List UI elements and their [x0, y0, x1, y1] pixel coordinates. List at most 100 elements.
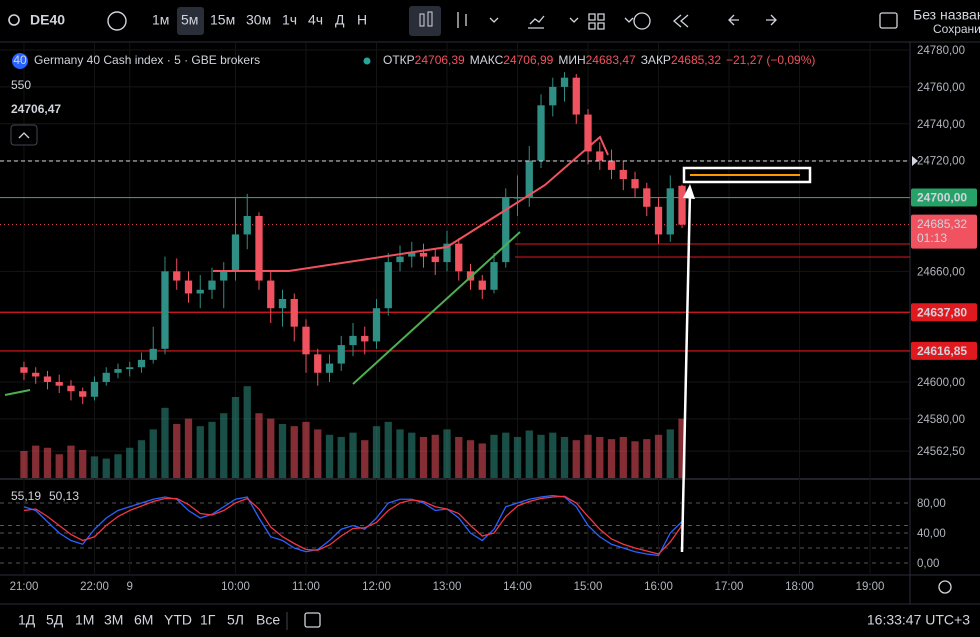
candle-body [149, 348, 157, 360]
candle-body [325, 363, 334, 373]
volume-bar [55, 454, 63, 478]
chart-type-button[interactable] [409, 6, 441, 36]
x-tick-label: 12:00 [362, 581, 391, 593]
add-symbol[interactable] [107, 11, 127, 31]
candle-body [631, 179, 639, 189]
volume-bar [302, 421, 310, 478]
toolbar-icons[interactable] [673, 14, 777, 28]
alert-icon[interactable] [633, 12, 651, 30]
range[interactable]: 1Г [200, 612, 216, 628]
range[interactable]: 1М [75, 612, 94, 628]
candle-body [196, 289, 204, 294]
label: МАКС [470, 53, 504, 67]
volume-bar [631, 441, 639, 478]
interval[interactable]: 30м [246, 12, 271, 28]
candle-body [584, 114, 592, 152]
volume-bar [255, 413, 263, 478]
interval[interactable]: 15м [210, 12, 235, 28]
layout-icon[interactable] [879, 12, 898, 29]
settings-icon[interactable] [938, 580, 952, 594]
arrow[interactable] [680, 191, 692, 553]
candle-body [537, 105, 545, 161]
collapse-button[interactable] [10, 124, 38, 146]
clock: 16:33:47 UTC+3 [867, 612, 970, 628]
interval[interactable]: Н [357, 12, 367, 28]
candle-body [408, 252, 416, 257]
range[interactable]: Все [256, 612, 280, 628]
candle-body [161, 271, 169, 349]
range[interactable]: 3М [104, 612, 123, 628]
interval[interactable]: 4ч [308, 12, 323, 28]
candle-body [20, 367, 28, 373]
layout-name[interactable]: Без назван [913, 7, 980, 23]
volume-bar [513, 436, 522, 478]
volume-bar [220, 413, 228, 478]
volume-bar [478, 443, 486, 478]
toolbar-icons[interactable] [457, 12, 634, 30]
y-tick-label: 40,00 [917, 528, 946, 540]
y-tick-label: 24660,00 [917, 266, 965, 278]
range[interactable]: YTD [164, 612, 192, 628]
volume-bar [607, 439, 616, 478]
plot-area: 24780,00 24760,00 24740,00 24720,00 24660,00… [0, 42, 980, 604]
volume-bar [173, 424, 181, 478]
range[interactable]: 5Л [227, 612, 244, 628]
label: ЗАКР [641, 53, 671, 67]
calendar-icon[interactable] [304, 612, 321, 628]
x-tick-label: 17:00 [715, 581, 744, 593]
volume-bar [408, 432, 416, 478]
last-price-label: 24685,32 [917, 217, 967, 231]
ohlc: ОТКР24706,39 МАКС24706,99 МИН24683,47 ЗАКР2… [383, 53, 815, 67]
candle-body [32, 372, 40, 377]
candle-body [490, 262, 498, 290]
volume-bar [278, 424, 287, 478]
oscillator-line [23, 494, 683, 557]
value: 24706,39 [415, 53, 465, 67]
rectangle-drawing[interactable] [682, 166, 812, 184]
save-status: Сохранить [933, 22, 980, 36]
search-icon[interactable] [8, 14, 20, 26]
interval[interactable]: 1м [152, 12, 169, 28]
candle-body [267, 280, 275, 309]
toolbar: DE40 1м 5м 15м 30м 1ч 4ч Д Н Без назван … [0, 6, 980, 43]
volume-bar [572, 440, 580, 478]
x-tick-label: 22:00 [80, 581, 109, 593]
trend-line[interactable] [4, 389, 31, 396]
volume-bar [455, 436, 463, 478]
candle-body [560, 77, 569, 87]
x-tick-label: 9 [127, 581, 133, 593]
crosshair-price: 24706,47 [11, 102, 61, 116]
candle-body [243, 216, 251, 235]
candle-body [79, 391, 87, 397]
volume-bar [267, 418, 275, 478]
candle-body [455, 243, 463, 272]
candle-body [549, 86, 557, 106]
interval[interactable]: Д [335, 12, 345, 28]
candle-body [384, 262, 392, 309]
range[interactable]: 1Д [18, 612, 36, 628]
symbol[interactable]: DE40 [30, 12, 65, 28]
volume-bar [431, 434, 439, 478]
volume-bar [43, 447, 52, 478]
interval[interactable]: 5м [181, 12, 198, 28]
range[interactable]: 5Д [46, 612, 64, 628]
candle-body [302, 326, 310, 355]
legend: 40 Germany 40 Cash index · 5 · GBE broke… [10, 53, 815, 146]
x-tick-label: 21:00 [10, 581, 39, 593]
interval[interactable]: 1ч [282, 12, 297, 28]
price-label-bg [911, 188, 977, 207]
badge-text: 40 [13, 53, 27, 67]
volume-bar [337, 436, 345, 478]
candle-body [314, 354, 322, 373]
price-label-bg [911, 303, 977, 322]
candle-body [114, 369, 122, 373]
volume-bar [384, 421, 392, 478]
trend-line[interactable] [352, 231, 521, 385]
volume-bar [137, 440, 146, 478]
range[interactable]: 6М [134, 612, 153, 628]
candle-body [90, 382, 99, 397]
trend-line[interactable] [213, 135, 609, 272]
y-tick-label: 24780,00 [917, 45, 965, 57]
candle-body [173, 271, 181, 281]
